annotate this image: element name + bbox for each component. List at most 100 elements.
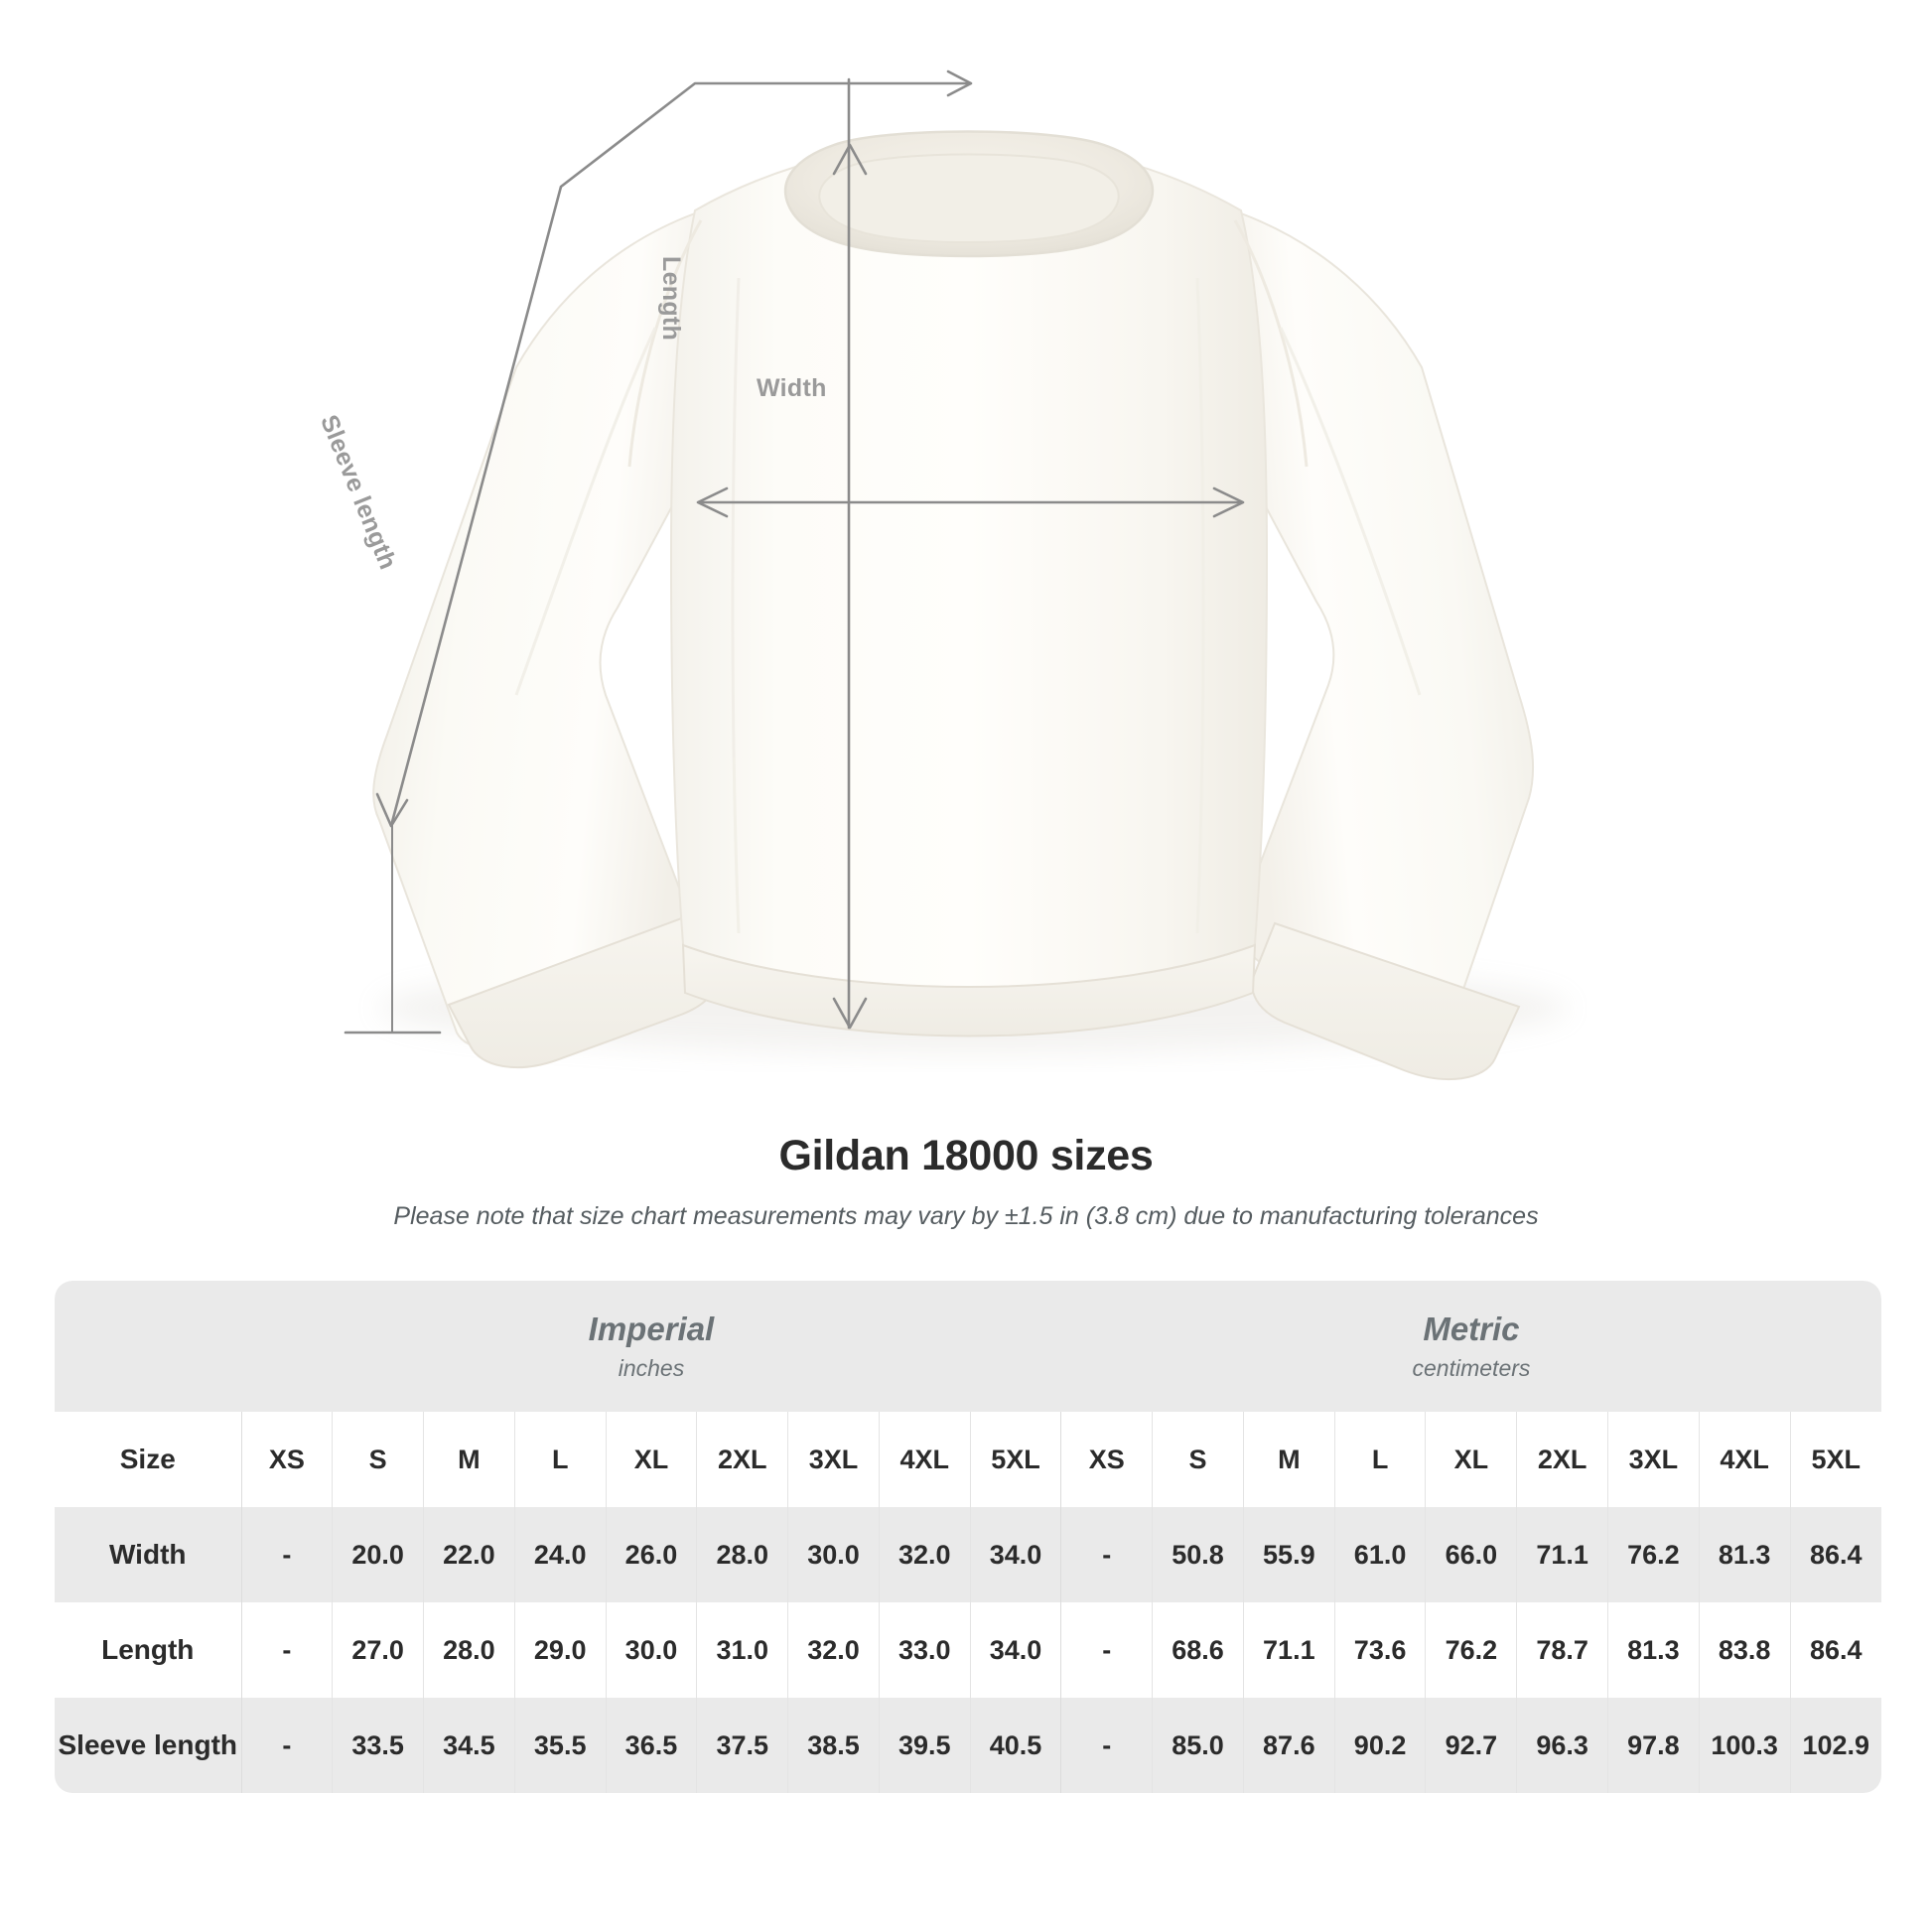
cell-sleeve-length-imperial-xs: - bbox=[240, 1698, 333, 1793]
column-header-metric-xs: XS bbox=[1060, 1412, 1153, 1507]
column-header-imperial-4xl: 4XL bbox=[878, 1412, 971, 1507]
cell-length-imperial-m: 28.0 bbox=[423, 1602, 515, 1698]
cell-sleeve-length-imperial-s: 33.5 bbox=[332, 1698, 424, 1793]
cell-width-metric-2xl: 71.1 bbox=[1516, 1507, 1608, 1602]
garment-illustration bbox=[344, 69, 1569, 1081]
cell-length-metric-l: 73.6 bbox=[1333, 1602, 1426, 1698]
table-row: Sleeve length -33.5 34.5 35.5 36.5 37.5 38.5 39… bbox=[55, 1698, 1881, 1793]
cell-length-metric-m: 71.1 bbox=[1242, 1602, 1335, 1698]
table-row: Length -27.0 28.0 29.0 30.0 31.0 32.0 33.0 34.0-… bbox=[55, 1602, 1881, 1698]
row-header-sleeve-length: Sleeve length bbox=[55, 1698, 242, 1793]
cell-width-metric-s: 50.8 bbox=[1152, 1507, 1244, 1602]
cell-length-metric-5xl: 86.4 bbox=[1789, 1602, 1881, 1698]
fabric-folds bbox=[514, 277, 1422, 934]
size-chart-table: Imperial inches Metric centimeters Size XS S M L… bbox=[55, 1281, 1881, 1793]
garment-body bbox=[669, 137, 1269, 1011]
size-header-row: Size XS S M L XL 2XL 3XL 4XL 5XL XS S M L XL 2XL 3XL 4XL 5… bbox=[55, 1412, 1881, 1507]
cell-width-imperial-3xl: 30.0 bbox=[787, 1507, 880, 1602]
unit-group-subtitle: inches bbox=[618, 1355, 685, 1382]
cell-sleeve-length-imperial-m: 34.5 bbox=[423, 1698, 515, 1793]
column-header-metric-l: L bbox=[1333, 1412, 1426, 1507]
column-header-imperial-xs: XS bbox=[240, 1412, 333, 1507]
left-shoulder-seam bbox=[627, 219, 703, 468]
cell-width-imperial-5xl: 34.0 bbox=[969, 1507, 1061, 1602]
cell-sleeve-length-metric-l: 90.2 bbox=[1333, 1698, 1426, 1793]
cell-sleeve-length-metric-xs: - bbox=[1060, 1698, 1153, 1793]
cell-width-metric-5xl: 86.4 bbox=[1789, 1507, 1881, 1602]
sleeve-guide-arrow-top bbox=[946, 69, 973, 97]
cell-sleeve-length-metric-2xl: 96.3 bbox=[1516, 1698, 1608, 1793]
unit-group-metric: Metric centimeters bbox=[1060, 1281, 1881, 1412]
sleeve-length-guide bbox=[390, 81, 970, 824]
column-header-imperial-l: L bbox=[513, 1412, 607, 1507]
page-title: Gildan 18000 sizes bbox=[778, 1132, 1154, 1179]
row-header-length: Length bbox=[55, 1602, 242, 1698]
column-header-imperial-5xl: 5XL bbox=[969, 1412, 1061, 1507]
cell-length-metric-2xl: 78.7 bbox=[1516, 1602, 1608, 1698]
unit-group-name: Imperial bbox=[588, 1310, 715, 1347]
cell-width-imperial-2xl: 28.0 bbox=[696, 1507, 788, 1602]
column-header-metric-3xl: 3XL bbox=[1607, 1412, 1700, 1507]
cell-length-imperial-xl: 30.0 bbox=[605, 1602, 697, 1698]
cell-sleeve-length-metric-m: 87.6 bbox=[1242, 1698, 1335, 1793]
cell-sleeve-length-metric-5xl: 102.9 bbox=[1789, 1698, 1881, 1793]
length-guide-arrow-bottom bbox=[832, 997, 868, 1030]
cell-sleeve-length-imperial-3xl: 38.5 bbox=[787, 1698, 880, 1793]
cell-width-imperial-s: 20.0 bbox=[332, 1507, 424, 1602]
cell-length-metric-xs: - bbox=[1060, 1602, 1153, 1698]
cell-length-metric-s: 68.6 bbox=[1152, 1602, 1244, 1698]
column-header-imperial-2xl: 2XL bbox=[696, 1412, 788, 1507]
cell-sleeve-length-imperial-xl: 36.5 bbox=[605, 1698, 697, 1793]
column-header-metric-xl: XL bbox=[1425, 1412, 1517, 1507]
unit-group-row: Imperial inches Metric centimeters bbox=[55, 1281, 1881, 1412]
column-header-imperial-m: M bbox=[423, 1412, 515, 1507]
cell-sleeve-length-metric-3xl: 97.8 bbox=[1607, 1698, 1700, 1793]
cell-width-imperial-xl: 26.0 bbox=[605, 1507, 697, 1602]
cell-sleeve-length-imperial-2xl: 37.5 bbox=[696, 1698, 788, 1793]
cell-length-imperial-2xl: 31.0 bbox=[696, 1602, 788, 1698]
cell-sleeve-length-metric-s: 85.0 bbox=[1152, 1698, 1244, 1793]
cell-length-metric-3xl: 81.3 bbox=[1607, 1602, 1700, 1698]
unit-row-spacer bbox=[55, 1281, 242, 1412]
cell-length-metric-xl: 76.2 bbox=[1425, 1602, 1517, 1698]
cell-width-imperial-4xl: 32.0 bbox=[878, 1507, 971, 1602]
column-header-imperial-xl: XL bbox=[605, 1412, 697, 1507]
cell-sleeve-length-imperial-4xl: 39.5 bbox=[878, 1698, 971, 1793]
cell-length-imperial-xs: - bbox=[240, 1602, 333, 1698]
cell-sleeve-length-imperial-5xl: 40.5 bbox=[969, 1698, 1061, 1793]
cell-width-metric-xl: 66.0 bbox=[1425, 1507, 1517, 1602]
tolerance-note: Please note that size chart measurements… bbox=[393, 1202, 1539, 1230]
cell-width-imperial-xs: - bbox=[240, 1507, 333, 1602]
column-header-metric-m: M bbox=[1242, 1412, 1335, 1507]
row-header-width: Width bbox=[55, 1507, 242, 1602]
column-header-metric-5xl: 5XL bbox=[1789, 1412, 1881, 1507]
measurement-guides bbox=[344, 69, 1245, 1035]
product-photo: Length Width Sleeve length bbox=[315, 69, 1569, 1081]
right-shoulder-seam bbox=[1233, 219, 1309, 468]
unit-group-subtitle: centimeters bbox=[1412, 1355, 1531, 1382]
unit-group-imperial: Imperial inches bbox=[241, 1281, 1061, 1412]
column-header-size: Size bbox=[55, 1412, 242, 1507]
cell-length-imperial-4xl: 33.0 bbox=[878, 1602, 971, 1698]
heading-block: Gildan 18000 sizes Please note that size… bbox=[0, 1132, 1932, 1231]
cell-length-imperial-s: 27.0 bbox=[332, 1602, 424, 1698]
bottom-hem bbox=[681, 943, 1257, 1037]
column-header-metric-4xl: 4XL bbox=[1698, 1412, 1791, 1507]
column-header-imperial-s: S bbox=[332, 1412, 424, 1507]
column-header-metric-2xl: 2XL bbox=[1516, 1412, 1608, 1507]
cell-width-imperial-l: 24.0 bbox=[513, 1507, 607, 1602]
cell-sleeve-length-metric-4xl: 100.3 bbox=[1698, 1698, 1791, 1793]
cell-width-metric-m: 55.9 bbox=[1242, 1507, 1335, 1602]
column-header-imperial-3xl: 3XL bbox=[787, 1412, 880, 1507]
size-chart-table-container: Imperial inches Metric centimeters Size XS S M L… bbox=[55, 1281, 1881, 1793]
column-header-metric-s: S bbox=[1152, 1412, 1244, 1507]
unit-group-name: Metric bbox=[1423, 1310, 1520, 1347]
cell-length-imperial-3xl: 32.0 bbox=[787, 1602, 880, 1698]
table-row: Width -20.0 22.0 24.0 26.0 28.0 30.0 32.0 34.0-5… bbox=[55, 1507, 1881, 1602]
cell-width-metric-l: 61.0 bbox=[1333, 1507, 1426, 1602]
cell-width-metric-4xl: 81.3 bbox=[1698, 1507, 1791, 1602]
cell-sleeve-length-imperial-l: 35.5 bbox=[513, 1698, 607, 1793]
right-sleeve bbox=[1221, 211, 1535, 1027]
width-measurement-label: Width bbox=[757, 374, 827, 402]
